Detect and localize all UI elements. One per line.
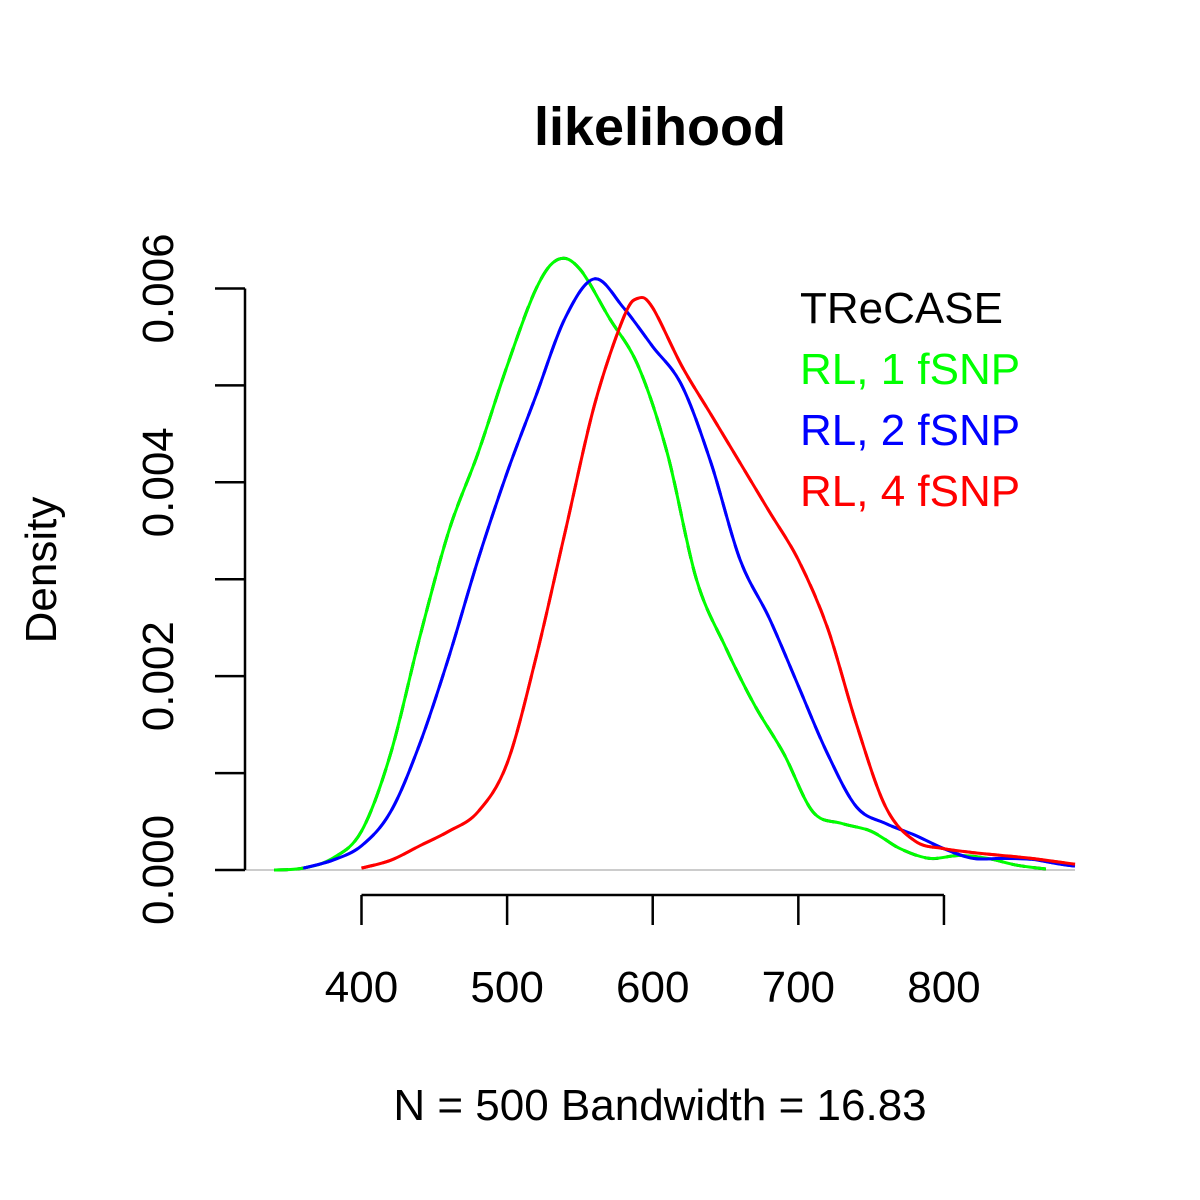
x-tick-label: 500 [470, 963, 543, 1012]
y-tick-label: 0.000 [134, 815, 183, 925]
legend-entry-2: RL, 1 fSNP [800, 345, 1020, 394]
density-curve-2 [274, 256, 1047, 872]
x-tick-label: 800 [907, 963, 980, 1012]
x-tick-label: 400 [325, 963, 398, 1012]
series-layer [245, 256, 1076, 872]
density-curve-6 [361, 295, 1076, 870]
x-tick-label: 700 [762, 963, 835, 1012]
y-axis-label: Density [17, 497, 66, 644]
legend-entry-3: RL, 2 fSNP [800, 406, 1020, 455]
x-axis-label: N = 500 Bandwidth = 16.83 [393, 1081, 926, 1130]
axes-layer: 0.000 0.002 0.004 0.006 400 500 600 700 800 [134, 233, 981, 1012]
legend-entry-1: TReCASE [800, 284, 1003, 333]
legend-entry-4: RL, 4 fSNP [800, 467, 1020, 516]
x-tick-label: 600 [616, 963, 689, 1012]
chart-title: likelihood [534, 97, 786, 157]
y-tick-label: 0.004 [134, 427, 183, 537]
y-tick-label: 0.002 [134, 621, 183, 731]
y-tick-label: 0.006 [134, 233, 183, 343]
legend: TReCASE RL, 1 fSNP RL, 2 fSNP RL, 4 fSNP [800, 284, 1020, 516]
